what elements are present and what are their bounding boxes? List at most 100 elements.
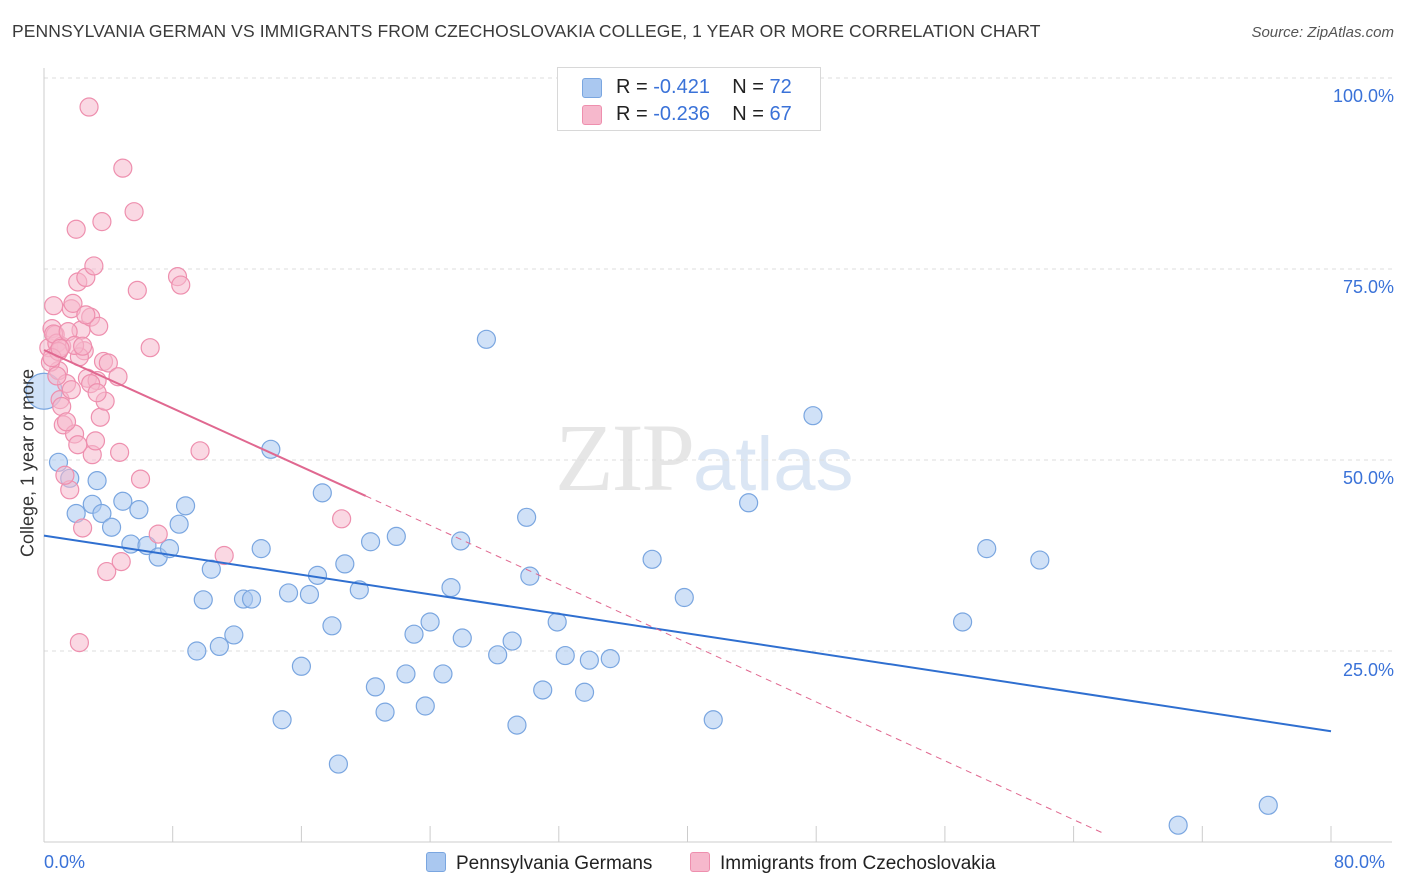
data-point-immigrants-czechoslovakia	[87, 383, 107, 403]
data-point-immigrants-czechoslovakia	[190, 441, 210, 461]
data-point-pennsylvania-germans	[193, 590, 213, 610]
data-point-pennsylvania-germans	[674, 587, 694, 608]
data-point-immigrants-czechoslovakia	[63, 293, 83, 313]
data-point-pennsylvania-germans	[272, 710, 292, 730]
y-tick-label-75: 75.0%	[1342, 277, 1394, 297]
data-point-immigrants-czechoslovakia	[44, 296, 64, 316]
n-value: 67	[769, 103, 792, 125]
legend-label: Pennsylvania Germans	[456, 853, 653, 874]
data-point-pennsylvania-germans	[113, 491, 133, 511]
data-point-pennsylvania-germans	[360, 532, 381, 552]
trend-line-pennsylvania-germans	[43, 534, 1332, 733]
data-point-immigrants-czechoslovakia	[66, 219, 86, 239]
data-point-immigrants-czechoslovakia	[171, 275, 191, 295]
data-point-immigrants-czechoslovakia	[56, 412, 77, 432]
data-point-immigrants-czechoslovakia	[68, 435, 88, 455]
data-point-pennsylvania-germans	[187, 641, 207, 661]
y-tick-label-100: 100.0%	[1332, 86, 1394, 106]
data-point-pennsylvania-germans	[520, 566, 540, 586]
data-point-immigrants-czechoslovakia	[89, 316, 109, 336]
legend-item-pennsylvania-germans[interactable]: Pennsylvania Germans	[426, 852, 652, 875]
data-point-immigrants-czechoslovakia	[130, 469, 151, 489]
data-point-pennsylvania-germans	[952, 612, 973, 632]
data-point-pennsylvania-germans	[396, 664, 416, 684]
data-point-pennsylvania-germans	[322, 616, 342, 636]
data-point-pennsylvania-germans	[579, 650, 599, 670]
trend-line-extension-immigrants-czechoslovakia	[365, 495, 1106, 835]
data-point-pennsylvania-germans	[433, 664, 453, 684]
data-point-immigrants-czechoslovakia	[111, 552, 131, 572]
data-point-immigrants-czechoslovakia	[113, 158, 133, 178]
data-point-pennsylvania-germans	[415, 696, 435, 716]
n-value: 72	[769, 76, 792, 98]
data-point-pennsylvania-germans	[488, 645, 508, 665]
data-point-pennsylvania-germans	[291, 656, 311, 676]
data-point-pennsylvania-germans	[555, 645, 575, 666]
blue-swatch	[582, 78, 602, 98]
stats-legend-row-blue: R = -0.421 N = 72	[558, 75, 820, 101]
trend-line-immigrants-czechoslovakia	[43, 349, 367, 497]
data-point-pennsylvania-germans	[349, 580, 369, 600]
data-point-pennsylvania-germans	[278, 583, 299, 603]
legend-label: Immigrants from Czechoslovakia	[720, 853, 996, 874]
data-point-pennsylvania-germans	[1030, 550, 1050, 570]
data-point-pennsylvania-germans	[365, 677, 386, 697]
data-point-immigrants-czechoslovakia	[76, 305, 96, 325]
data-point-pennsylvania-germans	[547, 612, 567, 632]
data-point-pennsylvania-germans	[574, 682, 595, 702]
data-point-pennsylvania-germans	[517, 507, 537, 527]
data-point-immigrants-czechoslovakia	[84, 256, 104, 276]
watermark-atlas: atlas	[693, 422, 854, 507]
data-point-pennsylvania-germans	[507, 715, 527, 735]
source-credit: Source: ZipAtlas.com	[1251, 24, 1394, 41]
data-point-immigrants-czechoslovakia	[69, 632, 89, 653]
data-point-pennsylvania-germans	[175, 496, 196, 516]
data-point-pennsylvania-germans	[251, 539, 271, 559]
chart-title: PENNSYLVANIA GERMAN VS IMMIGRANTS FROM C…	[12, 21, 1041, 41]
data-point-immigrants-czechoslovakia	[79, 97, 99, 117]
data-point-pennsylvania-germans	[739, 493, 759, 513]
data-point-immigrants-czechoslovakia	[73, 518, 93, 538]
data-point-pennsylvania-germans	[476, 329, 497, 349]
n-label: N =	[732, 76, 764, 98]
data-point-immigrants-czechoslovakia	[55, 465, 75, 485]
data-point-pennsylvania-germans	[169, 514, 189, 534]
data-point-immigrants-czechoslovakia	[148, 524, 168, 544]
data-point-pennsylvania-germans	[335, 554, 355, 574]
data-point-pennsylvania-germans	[129, 500, 149, 520]
n-label: N =	[732, 103, 764, 125]
legend-swatch-blue	[426, 852, 446, 872]
data-point-pennsylvania-germans	[452, 628, 472, 648]
data-point-pennsylvania-germans	[977, 539, 997, 559]
data-point-immigrants-czechoslovakia	[98, 353, 118, 373]
legend-item-immigrants-czechoslovakia[interactable]: Immigrants from Czechoslovakia	[690, 852, 996, 875]
r-label: R =	[616, 103, 648, 125]
data-point-pennsylvania-germans	[420, 612, 440, 632]
data-point-pennsylvania-germans	[241, 589, 262, 609]
data-point-immigrants-czechoslovakia	[47, 366, 67, 386]
y-tick-label-50: 50.0%	[1342, 468, 1394, 488]
data-point-immigrants-czechoslovakia	[214, 545, 234, 566]
data-point-immigrants-czechoslovakia	[110, 442, 130, 462]
watermark: ZIPatlas	[555, 402, 854, 513]
y-axis-label: College, 1 year or more	[17, 368, 38, 558]
data-point-pennsylvania-germans	[533, 680, 553, 700]
data-point-pennsylvania-germans	[441, 577, 461, 598]
data-point-pennsylvania-germans	[375, 702, 395, 722]
data-point-pennsylvania-germans	[1168, 815, 1188, 835]
r-value: -0.421	[653, 76, 710, 98]
data-point-pennsylvania-germans	[1258, 795, 1278, 815]
data-point-immigrants-czechoslovakia	[124, 202, 144, 222]
data-point-pennsylvania-germans	[92, 503, 112, 524]
data-point-pennsylvania-germans	[386, 526, 406, 547]
data-point-pennsylvania-germans	[451, 531, 471, 551]
r-label: R =	[616, 76, 648, 98]
legend-swatch-pink	[690, 852, 710, 872]
data-point-pennsylvania-germans	[404, 624, 424, 644]
data-point-pennsylvania-germans	[312, 483, 332, 503]
data-point-immigrants-czechoslovakia	[90, 407, 110, 427]
pink-swatch	[582, 105, 602, 125]
data-point-immigrants-czechoslovakia	[73, 336, 93, 356]
r-value: -0.236	[653, 103, 710, 125]
